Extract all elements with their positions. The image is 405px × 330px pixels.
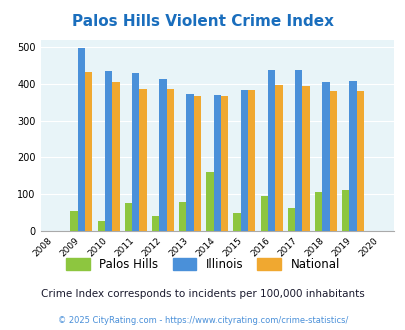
Bar — [112, 82, 119, 231]
Bar — [233, 213, 240, 231]
Bar — [349, 81, 356, 231]
Bar — [287, 208, 294, 231]
Bar — [260, 196, 267, 231]
Bar — [294, 70, 302, 231]
Text: Palos Hills Violent Crime Index: Palos Hills Violent Crime Index — [72, 14, 333, 29]
Bar — [302, 86, 309, 231]
Bar — [132, 74, 139, 231]
Bar — [275, 85, 282, 231]
Bar — [186, 94, 193, 231]
Bar — [85, 72, 92, 231]
Bar — [179, 202, 186, 231]
Bar — [247, 90, 255, 231]
Text: © 2025 CityRating.com - https://www.cityrating.com/crime-statistics/: © 2025 CityRating.com - https://www.city… — [58, 315, 347, 325]
Bar — [213, 95, 220, 231]
Bar — [139, 88, 146, 231]
Bar — [267, 70, 275, 231]
Bar — [206, 172, 213, 231]
Bar — [70, 212, 77, 231]
Bar — [124, 203, 132, 231]
Bar — [77, 48, 85, 231]
Bar — [151, 216, 159, 231]
Bar — [166, 88, 173, 231]
Bar — [104, 71, 112, 231]
Bar — [356, 91, 363, 231]
Bar — [220, 96, 228, 231]
Text: Crime Index corresponds to incidents per 100,000 inhabitants: Crime Index corresponds to incidents per… — [41, 289, 364, 299]
Bar — [240, 90, 247, 231]
Bar — [341, 190, 349, 231]
Bar — [314, 192, 322, 231]
Bar — [329, 91, 336, 231]
Bar — [322, 82, 329, 231]
Legend: Palos Hills, Illinois, National: Palos Hills, Illinois, National — [61, 253, 344, 276]
Bar — [193, 96, 200, 231]
Bar — [97, 221, 104, 231]
Bar — [159, 79, 166, 231]
